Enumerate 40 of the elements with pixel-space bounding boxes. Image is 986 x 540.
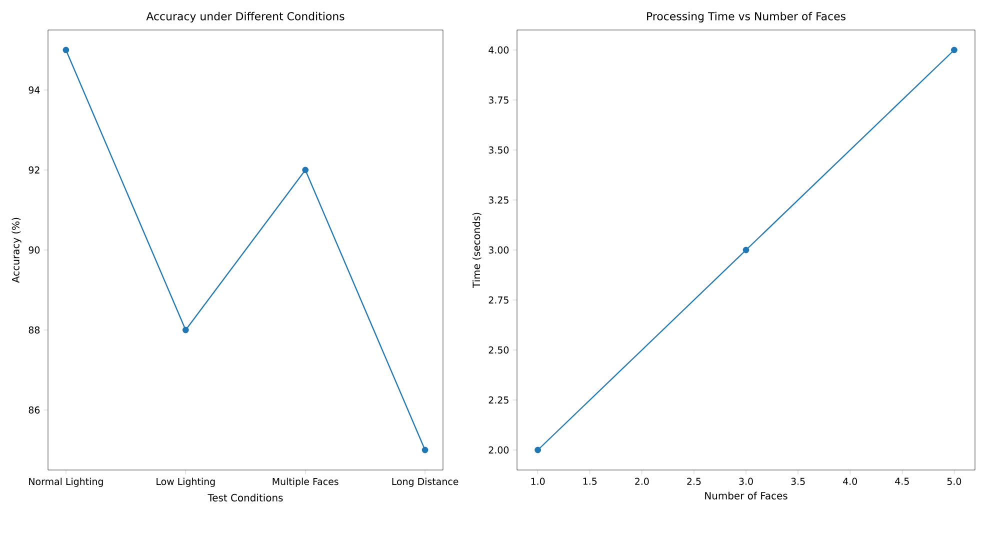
y-tick-label: 2.00 bbox=[488, 446, 509, 454]
x-tick-label: 3.0 bbox=[739, 478, 753, 485]
y-axis-title: Time (seconds) bbox=[472, 212, 482, 288]
y-tick-label: 3.50 bbox=[488, 146, 509, 154]
y-tick-label: 3.00 bbox=[488, 246, 509, 254]
y-tick-label: 88 bbox=[28, 326, 40, 334]
x-tick-label: 2.5 bbox=[687, 478, 701, 485]
point bbox=[182, 326, 189, 334]
point bbox=[62, 46, 70, 54]
x-tick-label: 1.5 bbox=[583, 478, 597, 485]
y-axis-title: Accuracy (%) bbox=[12, 218, 22, 283]
point bbox=[302, 166, 309, 174]
chart-title: Accuracy under Different Conditions bbox=[146, 12, 344, 22]
y-tick-label: 94 bbox=[28, 86, 40, 94]
y-tick-label: 4.00 bbox=[488, 46, 509, 54]
x-tick-label: Long Distance bbox=[392, 478, 458, 487]
y-tick-label: 90 bbox=[28, 246, 40, 254]
x-tick-label: 5.0 bbox=[947, 478, 962, 485]
y-tick-label: 92 bbox=[28, 166, 40, 174]
x-tick-label: 2.0 bbox=[635, 478, 649, 485]
x-axis-title: Number of Faces bbox=[705, 492, 788, 500]
point bbox=[422, 446, 428, 454]
x-tick-label: Normal Lighting bbox=[29, 478, 103, 487]
point bbox=[534, 446, 542, 454]
y-tick-label: 2.25 bbox=[488, 396, 508, 404]
y-tick-label: 3.75 bbox=[488, 96, 508, 104]
x-tick-label: Multiple Faces bbox=[272, 478, 338, 487]
y-tick-label: 2.50 bbox=[488, 346, 509, 354]
x-tick-label: 4.5 bbox=[895, 478, 909, 485]
y-tick-label: 3.25 bbox=[488, 196, 508, 204]
y-tick-label: 2.75 bbox=[488, 296, 508, 304]
point bbox=[951, 46, 958, 54]
x-axis-title: Test Conditions bbox=[208, 494, 283, 502]
point bbox=[742, 246, 750, 254]
x-tick-label: Low Lighting bbox=[156, 478, 215, 487]
x-tick-label: 3.5 bbox=[791, 478, 805, 485]
x-tick-label: 1.0 bbox=[531, 478, 545, 485]
y-tick-label: 86 bbox=[28, 406, 40, 414]
x-tick-label: 4.0 bbox=[843, 478, 857, 485]
chart-title: Processing Time vs Number of Faces bbox=[647, 12, 846, 22]
